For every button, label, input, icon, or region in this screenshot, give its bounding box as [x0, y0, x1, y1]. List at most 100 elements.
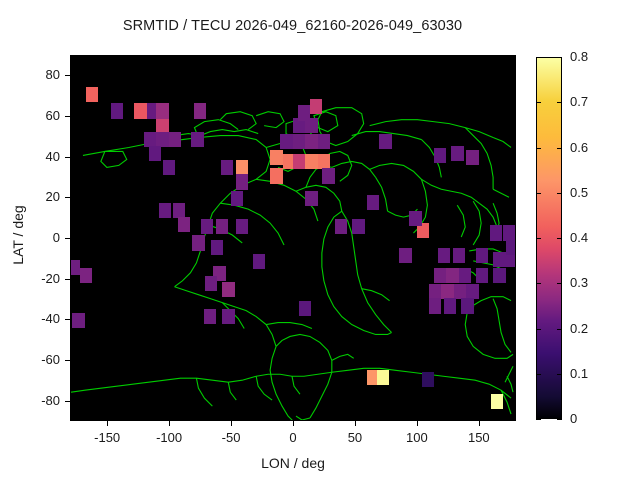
data-cell	[476, 247, 489, 263]
data-cell	[192, 235, 205, 251]
x-tick-label: -100	[156, 430, 183, 445]
data-cell	[476, 267, 489, 284]
data-cell	[270, 168, 283, 184]
data-cell	[270, 150, 283, 166]
colorbar-tick-label: 0.6	[570, 139, 589, 155]
data-cell	[156, 117, 169, 133]
data-cell	[215, 219, 229, 235]
plot-area	[70, 55, 516, 421]
data-cell	[144, 131, 157, 147]
data-cell	[72, 312, 85, 328]
colorbar-tick-mark	[536, 328, 541, 330]
x-tick-mark	[478, 421, 480, 426]
data-cell	[429, 284, 442, 300]
data-cell	[466, 284, 479, 300]
data-cell	[168, 131, 182, 147]
colorbar-tick-mark	[536, 147, 541, 149]
data-cell	[334, 219, 348, 235]
data-cell	[377, 369, 390, 385]
colorbar-tick-mark	[557, 328, 562, 330]
data-cell	[191, 131, 204, 147]
data-cell	[162, 160, 176, 176]
colorbar-tick-label: 0.4	[570, 230, 589, 245]
data-cell-layer	[71, 56, 515, 420]
colorbar-tick-mark	[536, 419, 541, 420]
coastline-layer	[71, 107, 514, 420]
data-cell	[452, 247, 465, 263]
colorbar-tick-mark	[536, 283, 541, 285]
y-tick-mark	[65, 238, 70, 239]
data-cell	[292, 117, 306, 133]
data-cell	[222, 282, 235, 298]
y-tick-label: 80	[45, 67, 60, 83]
x-tick-label: 100	[406, 430, 428, 445]
colorbar-tick-mark	[557, 192, 562, 194]
data-cell	[322, 168, 335, 184]
x-tick-label: -150	[94, 430, 121, 445]
x-tick-mark	[293, 421, 294, 426]
x-tick-mark	[354, 421, 356, 426]
y-tick-label: -80	[41, 392, 60, 408]
y-tick-label: 40	[45, 148, 60, 164]
x-tick-mark	[107, 421, 109, 426]
colorbar-tick-label: 0.5	[570, 184, 589, 200]
data-cell	[146, 103, 159, 119]
y-tick-label: -20	[41, 270, 60, 286]
data-cell	[297, 105, 311, 121]
data-cell	[134, 103, 147, 119]
x-tick-label: -50	[221, 430, 241, 445]
colorbar-tick-label: 0.2	[570, 320, 589, 336]
y-tick-mark	[65, 197, 70, 199]
data-cell	[367, 369, 380, 385]
data-cell	[421, 371, 434, 387]
colorbar-tick-mark	[557, 57, 562, 58]
data-cell	[461, 298, 474, 314]
y-tick-label: -40	[41, 311, 60, 327]
colorbar-tick-label: 0.8	[570, 49, 589, 64]
data-cell	[280, 133, 293, 150]
data-cell	[201, 219, 214, 235]
data-cell	[505, 251, 515, 267]
data-cell	[193, 103, 207, 119]
data-cell	[149, 145, 162, 162]
data-cell	[172, 202, 185, 219]
data-cell	[451, 145, 464, 162]
colorbar-tick-mark	[536, 192, 541, 194]
x-tick-mark	[169, 421, 171, 426]
data-cell	[433, 148, 447, 164]
colorbar-tick-label: 0.3	[570, 275, 589, 291]
data-cell	[466, 150, 479, 166]
colorbar-tick-mark	[536, 238, 541, 239]
data-cell	[156, 131, 169, 147]
data-cell	[220, 160, 234, 176]
data-cell	[429, 298, 442, 314]
data-cell	[493, 267, 506, 284]
data-cell	[79, 267, 93, 284]
data-cell	[156, 103, 169, 119]
colorbar-tick-mark	[557, 419, 562, 420]
data-cell	[204, 276, 218, 292]
x-tick-label: 0	[289, 430, 297, 445]
y-tick-label: -60	[41, 352, 60, 367]
data-cell	[292, 154, 306, 170]
data-cell	[317, 154, 330, 170]
y-tick-mark	[65, 278, 70, 280]
data-cell	[85, 87, 99, 103]
x-tick-mark	[231, 421, 233, 426]
data-cell	[305, 117, 318, 133]
data-cell	[310, 99, 323, 115]
y-tick-mark	[65, 360, 70, 361]
data-cell	[399, 247, 412, 263]
y-tick-mark	[65, 400, 70, 402]
data-cell	[441, 284, 454, 300]
data-cell	[110, 103, 124, 119]
data-cell	[203, 308, 216, 324]
data-cell	[446, 267, 459, 284]
data-cell	[305, 154, 318, 170]
data-cell	[235, 219, 249, 235]
data-cell	[305, 133, 318, 150]
data-cell	[158, 202, 172, 219]
data-cell	[235, 160, 249, 176]
data-cell	[177, 217, 190, 233]
